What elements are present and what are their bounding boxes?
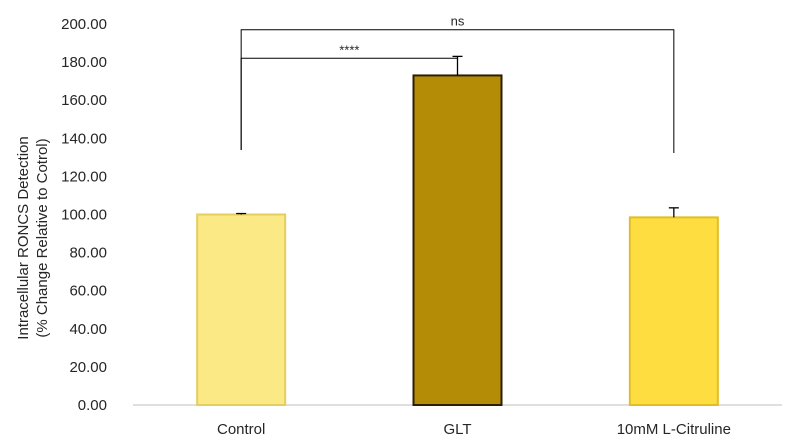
y-tick-label: 100.00 — [61, 207, 107, 224]
y-axis-title-line-2: (% Change Relative to Cotrol) — [34, 138, 51, 337]
y-tick-label: 180.00 — [61, 54, 107, 71]
x-tick-label: GLT — [443, 421, 471, 438]
y-tick-label: 60.00 — [69, 283, 107, 300]
bar — [412, 74, 503, 406]
significance-bracket — [240, 29, 675, 153]
x-axis-ticks: Control GLT 10mM L-Citruline — [217, 421, 731, 438]
bars — [196, 74, 719, 406]
y-tick-label: 20.00 — [69, 359, 107, 376]
y-tick-label: 160.00 — [61, 92, 107, 109]
y-tick-label: 200.00 — [61, 16, 107, 33]
significance-label: ns — [451, 14, 465, 29]
y-tick-label: 40.00 — [69, 321, 107, 338]
y-axis-ticks: 0.00 20.00 40.00 60.00 80.00 100.00 120.00 140.… — [61, 16, 107, 414]
x-tick-label: 10mM L-Citruline — [617, 421, 731, 438]
y-tick-label: 0.00 — [78, 397, 107, 414]
significance-label: **** — [339, 42, 359, 57]
y-tick-label: 120.00 — [61, 168, 107, 185]
bar — [628, 216, 719, 406]
x-tick-label: Control — [217, 421, 265, 438]
y-axis-title-line-1: Intracellular RONCS Detection — [15, 136, 32, 339]
bar — [196, 213, 287, 406]
significance-brackets: **** ns — [240, 14, 675, 153]
y-axis-title: Intracellular RONCS Detection (% Change … — [15, 136, 51, 339]
y-tick-label: 140.00 — [61, 130, 107, 147]
y-tick-label: 80.00 — [69, 245, 107, 262]
